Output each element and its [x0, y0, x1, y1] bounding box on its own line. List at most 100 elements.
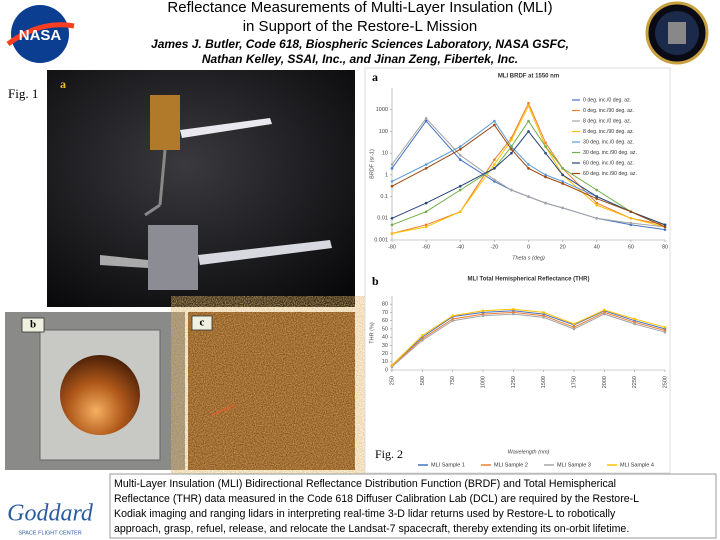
x-tick-label: 1250: [511, 376, 517, 388]
data-point: [633, 317, 636, 321]
series-line: [391, 313, 666, 368]
y-tick-label: 1000: [376, 107, 388, 113]
legend-label: 30 deg. inc./0 deg. az.: [583, 139, 634, 145]
series-line: [391, 310, 666, 367]
mission-patch: [645, 1, 709, 65]
data-point: [663, 223, 667, 227]
data-point: [595, 203, 599, 207]
data-point: [512, 307, 515, 311]
author-line: Nathan Kelley, SSAI, Inc., and Jinan Zen…: [202, 52, 518, 66]
x-tick-label: -20: [490, 244, 498, 250]
data-point: [527, 130, 530, 133]
title-line: in Support of the Restore-L Mission: [243, 18, 478, 35]
figure-label: Fig. 1: [8, 86, 38, 101]
data-point: [390, 163, 394, 166]
data-point: [663, 325, 667, 329]
data-point: [451, 319, 454, 322]
data-point: [510, 151, 513, 155]
legend-label: MLI Sample 4: [620, 462, 654, 468]
data-point: [424, 119, 428, 123]
data-point: [633, 322, 636, 326]
data-point: [424, 163, 428, 166]
data-point: [595, 216, 599, 220]
x-tick-label: 250: [389, 376, 395, 385]
legend-label: MLI Sample 3: [557, 462, 591, 468]
data-point: [424, 223, 428, 227]
y-tick-label: 0: [385, 367, 388, 373]
data-point: [493, 178, 496, 181]
panel-label: b: [30, 319, 36, 331]
series-line: [391, 311, 666, 367]
x-tick-label: 1750: [571, 376, 577, 388]
y-tick-label: 0.1: [380, 194, 388, 200]
panel-label: b: [372, 274, 379, 288]
data-point: [458, 188, 462, 192]
x-tick-label: -40: [456, 244, 464, 250]
data-point: [595, 197, 599, 200]
data-point: [663, 330, 667, 334]
author-line: James J. Butler, Code 618, Biospheric Sc…: [151, 37, 569, 51]
x-tick-label: 80: [662, 244, 668, 250]
data-point: [561, 206, 564, 210]
x-axis-label: Theta s (deg): [512, 255, 545, 261]
x-tick-label: 2500: [662, 376, 668, 388]
x-tick-label: 60: [628, 244, 634, 250]
y-axis-label: THR (%): [369, 322, 375, 344]
data-point: [424, 201, 428, 205]
data-point: [595, 188, 599, 192]
figure-label: Fig. 2: [375, 447, 403, 461]
data-point: [421, 334, 424, 337]
data-point: [493, 167, 496, 170]
caption-line: Reflectance (THR) data measured in the C…: [114, 493, 639, 505]
caption: Multi-Layer Insulation (MLI) Bidirection…: [114, 478, 639, 535]
data-point: [544, 201, 547, 205]
legend-label: 8 deg. inc./0 deg. az.: [583, 118, 631, 124]
x-tick-label: 2250: [632, 376, 638, 388]
y-tick-label: 50: [382, 326, 388, 332]
data-point: [527, 101, 530, 105]
caption-box: [109, 473, 717, 539]
legend-label: 30 deg. inc./90 deg. az.: [583, 150, 637, 156]
data-point: [458, 184, 462, 188]
data-point: [510, 188, 513, 192]
data-point: [572, 327, 576, 331]
panel-label: c: [200, 317, 205, 329]
x-tick-label: 750: [450, 376, 456, 385]
y-tick-label: 60: [382, 318, 388, 324]
data-point: [481, 314, 485, 318]
data-point: [512, 312, 515, 316]
data-point: [544, 151, 547, 155]
data-point: [390, 363, 394, 367]
y-tick-label: 20: [382, 351, 388, 357]
nasa-logo: NASA: [6, 5, 75, 63]
data-point: [390, 180, 394, 183]
panel-label-box: [21, 317, 45, 333]
data-point: [561, 167, 564, 170]
y-tick-label: 10: [382, 359, 388, 365]
data-point: [527, 163, 530, 166]
image-mli-sample: [5, 312, 185, 470]
data-point: [527, 167, 530, 170]
data-point: [424, 225, 428, 229]
data-point: [595, 195, 599, 198]
data-point: [603, 312, 606, 316]
legend-label: 8 deg. inc./90 deg. az.: [583, 129, 634, 135]
data-point: [544, 141, 547, 145]
data-point: [663, 228, 667, 231]
data-point: [510, 148, 513, 151]
data-point: [390, 223, 394, 227]
image-spacecraft: [47, 70, 355, 307]
logo-text: NASA: [19, 27, 62, 44]
logo-text: Goddard: [7, 501, 94, 527]
data-point: [390, 232, 394, 235]
x-tick-label: 2000: [602, 376, 608, 388]
data-point: [663, 225, 667, 229]
x-tick-label: -80: [388, 244, 396, 250]
y-tick-label: 1: [385, 172, 388, 178]
data-point: [542, 316, 545, 319]
data-point: [561, 173, 564, 177]
data-point: [544, 145, 547, 148]
data-point: [603, 308, 606, 312]
data-point: [629, 221, 633, 225]
